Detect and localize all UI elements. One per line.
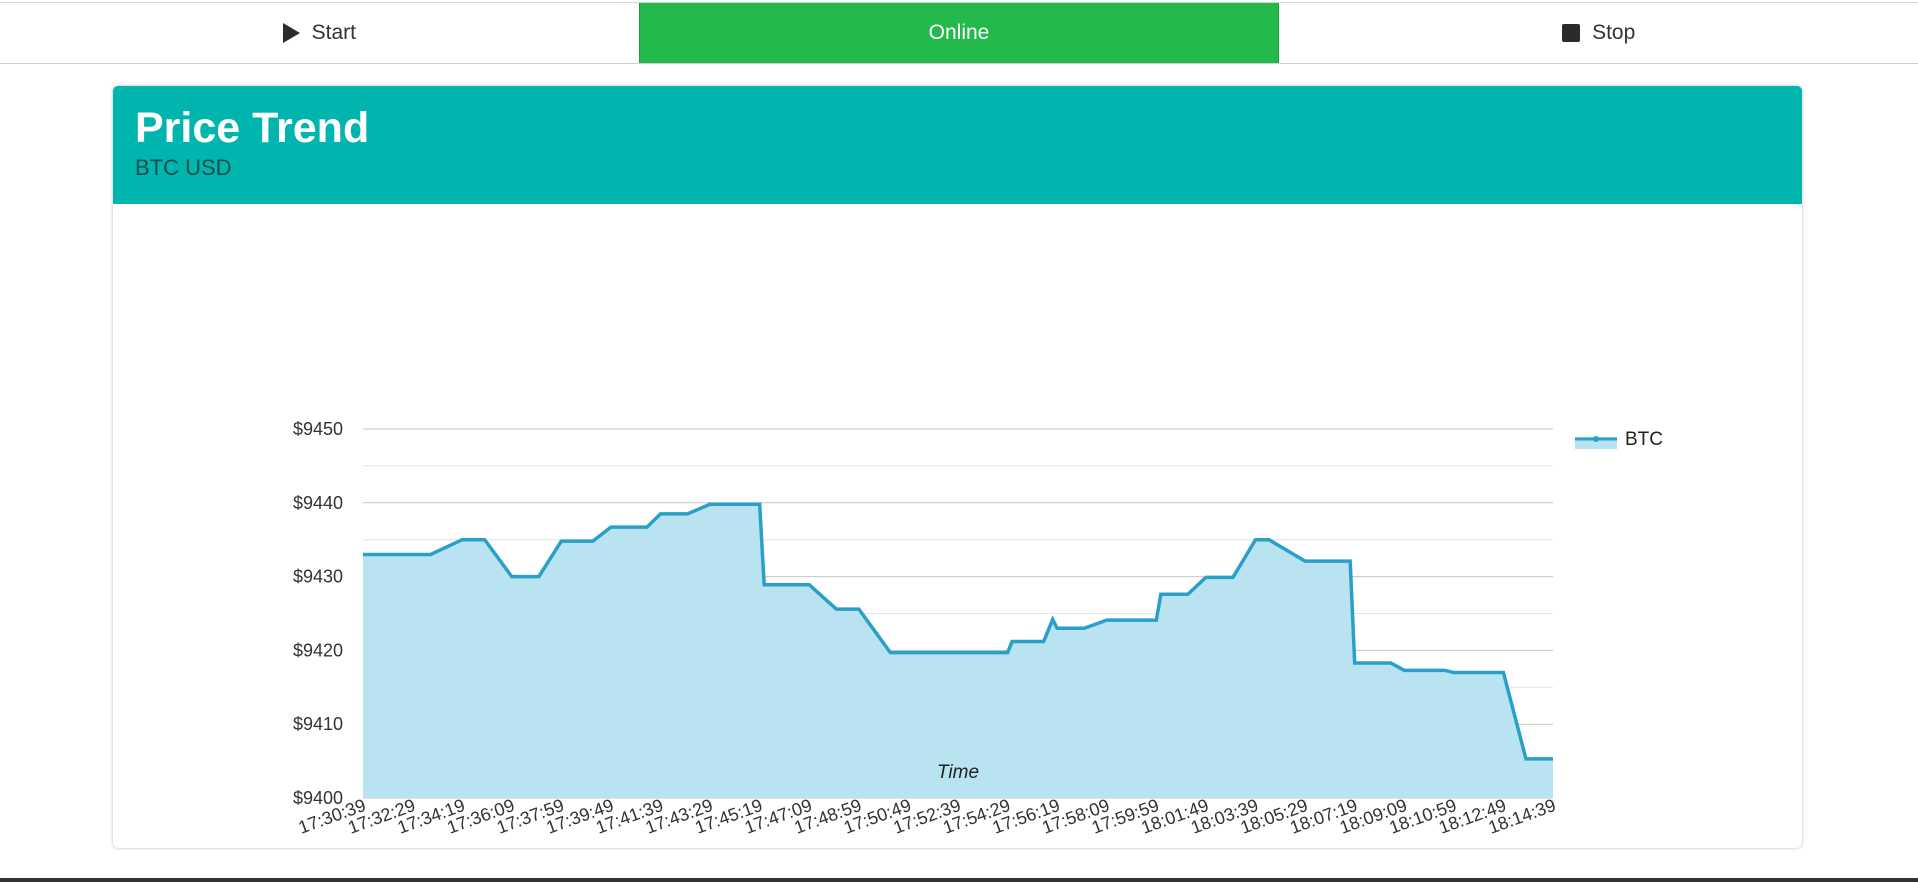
series-area-btc [363,504,1553,798]
card-header: Price Trend BTC USD [113,86,1802,204]
bottom-divider [0,878,1918,882]
card-title: Price Trend [135,104,370,152]
y-tick-label: $9400 [293,788,343,808]
chart-area: $9450 $9440 $9430 $9420 $9410 $9400 BTC 17:30:3… [113,204,1802,848]
y-tick-label: $9410 [293,714,343,734]
control-toolbar: Start Online Stop [0,2,1918,64]
price-trend-card: Price Trend BTC USD $9450 $9440 $9430 $9420… [113,86,1802,848]
stop-icon [1562,24,1581,42]
y-tick-label: $9440 [293,493,343,513]
y-tick-label: $9420 [293,640,343,660]
price-chart: $9450$9440$9430$9420$9410$9400BTC17:30:3… [293,419,1663,838]
legend-swatch-marker [1593,436,1599,442]
start-button-label: Start [311,21,357,44]
status-label: Online [928,21,990,44]
y-tick-label: $9430 [293,567,343,587]
legend-label: BTC [1625,429,1663,450]
play-icon [282,23,300,43]
stop-button[interactable]: Stop [1279,3,1918,63]
start-button[interactable]: Start [0,3,639,63]
y-tick-label: $9450 [293,419,343,439]
stop-button-label: Stop [1592,21,1636,44]
status-indicator: Online [638,3,1280,63]
x-axis-title: Time [937,762,979,783]
card-subtitle: BTC USD [135,155,232,180]
series-line-btc [363,502,1553,761]
